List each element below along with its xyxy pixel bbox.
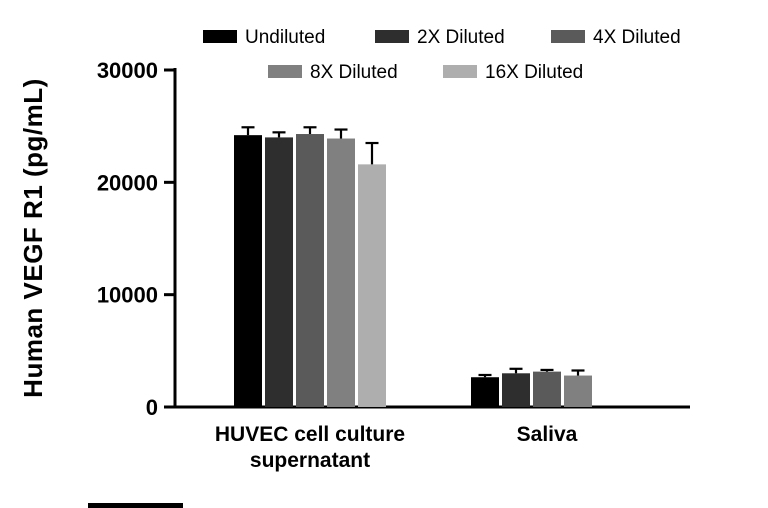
y-tick-label: 0 xyxy=(146,395,158,420)
legend-swatch-16x-diluted xyxy=(443,65,477,78)
legend-label-undiluted: Undiluted xyxy=(245,27,325,48)
y-axis-title: Human VEGF R1 (pg/mL) xyxy=(18,78,48,398)
category-label-1: HUVEC cell culture xyxy=(215,423,405,446)
legend-label-2x-diluted: 2X Diluted xyxy=(417,27,505,48)
legend-swatch-8x-diluted xyxy=(268,65,302,78)
chart-layer: 0 10000 20000 30000 HUVEC cell culture supern… xyxy=(88,27,690,508)
legend-label-8x-diluted: 8X Diluted xyxy=(310,62,398,83)
bar-16x-diluted-1 xyxy=(358,164,386,407)
legend-label-4x-diluted: 4X Diluted xyxy=(593,27,681,48)
y-tick-label: 20000 xyxy=(97,170,158,195)
legend-swatch-4x-diluted xyxy=(551,30,585,43)
y-tick-label: 30000 xyxy=(97,58,158,83)
category-label-1: supernatant xyxy=(250,449,370,472)
legend-swatch-2x-diluted xyxy=(375,30,409,43)
bottom-crop-artifact xyxy=(88,503,183,508)
bar-undiluted-1 xyxy=(234,135,262,408)
legend-swatch-undiluted xyxy=(203,30,237,43)
bar-2x-diluted-2 xyxy=(502,373,530,407)
y-tick-label: 10000 xyxy=(97,283,158,308)
bar-2x-diluted-1 xyxy=(265,137,293,407)
bar-8x-diluted-2 xyxy=(564,375,592,407)
bar-4x-diluted-2 xyxy=(533,371,561,407)
bar-4x-diluted-1 xyxy=(296,134,324,407)
category-label-2: Saliva xyxy=(517,423,578,446)
legend-label-16x-diluted: 16X Diluted xyxy=(485,62,583,83)
bar-8x-diluted-1 xyxy=(327,138,355,408)
bar-undiluted-2 xyxy=(471,377,499,407)
